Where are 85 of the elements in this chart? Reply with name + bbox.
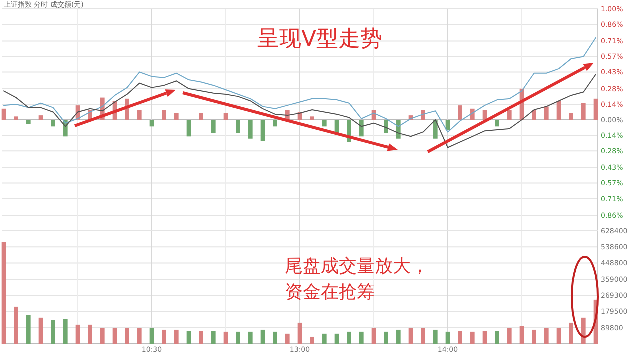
- bar: [248, 332, 253, 344]
- bar: [582, 103, 586, 120]
- bar: [421, 328, 426, 344]
- bar: [286, 334, 290, 344]
- bar: [2, 242, 6, 344]
- bar: [38, 318, 44, 344]
- bar: [150, 120, 154, 127]
- bar: [310, 116, 314, 120]
- bar: [14, 306, 18, 344]
- bar: [51, 120, 56, 127]
- bar: [360, 332, 364, 344]
- bar: [310, 336, 314, 344]
- bar: [14, 116, 18, 120]
- bar: [347, 332, 352, 344]
- bar: [508, 110, 512, 120]
- bar: [482, 110, 488, 120]
- bar: [334, 334, 340, 344]
- bar: [544, 328, 549, 344]
- bar: [112, 328, 118, 344]
- bar: [556, 101, 562, 120]
- bar: [125, 328, 130, 344]
- bar: [322, 120, 327, 127]
- bar: [273, 332, 278, 344]
- bar: [384, 120, 388, 134]
- bar: [260, 330, 266, 344]
- bar: [298, 322, 302, 344]
- annotation: 呈现V型走势: [257, 27, 383, 52]
- bar: [248, 120, 253, 139]
- bar: [544, 106, 549, 120]
- bar: [446, 332, 450, 344]
- bar: [26, 315, 31, 344]
- bar: [582, 318, 586, 344]
- bar: [100, 328, 105, 344]
- bar: [273, 120, 278, 127]
- bar: [569, 322, 574, 344]
- bar: [458, 331, 462, 344]
- bar: [88, 324, 92, 344]
- bar: [150, 328, 154, 344]
- bar: [384, 332, 388, 344]
- bar: [186, 331, 192, 344]
- bar: [162, 330, 166, 344]
- bar: [212, 120, 216, 134]
- bar: [212, 331, 216, 344]
- bar: [76, 324, 80, 344]
- bar: [446, 120, 450, 130]
- bar: [224, 332, 228, 344]
- bar: [174, 113, 179, 120]
- bar: [38, 116, 44, 120]
- bar: [162, 110, 166, 120]
- bar: [186, 120, 192, 137]
- bar: [174, 330, 179, 344]
- bar: [236, 332, 240, 344]
- bar: [199, 331, 204, 344]
- bar: [532, 110, 536, 120]
- bar: [532, 330, 536, 344]
- bar: [322, 334, 327, 344]
- bar: [508, 328, 512, 344]
- bar: [556, 328, 562, 344]
- bar: [2, 108, 6, 120]
- bar: [51, 320, 56, 344]
- bar: [138, 110, 142, 120]
- bar: [594, 98, 598, 120]
- bar: [408, 328, 414, 344]
- bar: [396, 330, 401, 344]
- bar: [434, 330, 438, 344]
- bar: [434, 120, 438, 139]
- bar: [482, 331, 488, 344]
- line-series: [4, 74, 596, 148]
- bar: [458, 106, 462, 120]
- annotation: 尾盘成交量放大，资金在抢筹: [285, 256, 429, 304]
- bar: [26, 120, 31, 124]
- bar: [495, 120, 500, 127]
- bar: [138, 328, 142, 344]
- bar: [421, 110, 426, 120]
- bar: [372, 328, 376, 344]
- bar: [470, 332, 475, 344]
- bar: [360, 120, 364, 137]
- bar: [224, 113, 228, 120]
- bar: [64, 319, 68, 344]
- bar: [520, 326, 524, 344]
- bar: [569, 113, 574, 120]
- bar: [236, 120, 240, 134]
- bar: [199, 113, 204, 120]
- bar: [260, 120, 266, 142]
- bar: [495, 331, 500, 344]
